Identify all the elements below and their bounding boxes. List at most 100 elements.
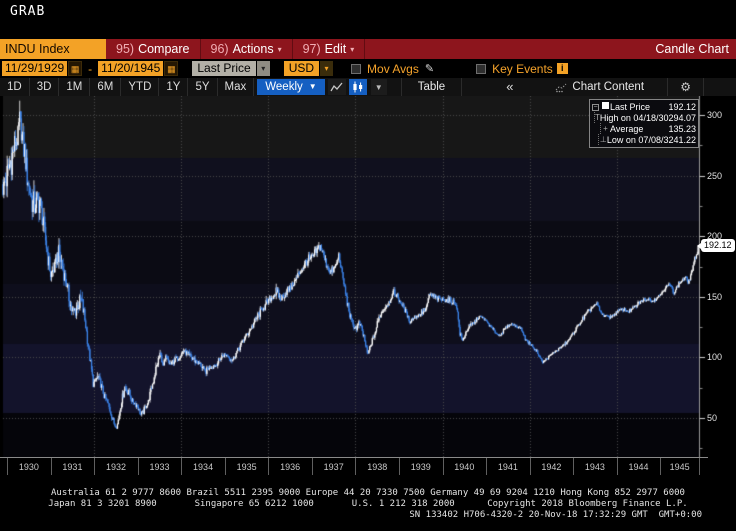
tab-6m[interactable]: 6M bbox=[90, 78, 122, 96]
average-marker-icon: + bbox=[600, 123, 610, 134]
last-price-badge: 192.12 bbox=[697, 239, 735, 253]
legend-row-average: + Average 135.23 bbox=[591, 123, 696, 134]
legend-value: 135.23 bbox=[668, 123, 696, 134]
y-axis-label: 200 bbox=[707, 231, 723, 242]
x-axis-label: 1945 bbox=[669, 462, 690, 472]
filter-row: 11/29/1929 ▦ - 11/20/1945 ▦ Last Price ▾… bbox=[0, 59, 736, 78]
x-axis-tick bbox=[486, 458, 487, 475]
titlebar: INDU Index 95) Compare 96) Actions ▾ 97)… bbox=[0, 39, 736, 59]
candle-chart-canvas[interactable] bbox=[0, 96, 736, 457]
date-from-field[interactable]: 11/29/1929 bbox=[2, 61, 68, 76]
x-axis-label: 1944 bbox=[628, 462, 649, 472]
legend-label: Last Price bbox=[610, 101, 651, 112]
x-axis-tick bbox=[399, 458, 400, 475]
x-axis-tick bbox=[355, 458, 356, 475]
legend-row-high: T High on 04/18/30 294.07 bbox=[591, 112, 696, 123]
y-axis-label: 250 bbox=[707, 170, 723, 181]
low-marker-icon: ⊥ bbox=[598, 134, 607, 145]
frequency-dropdown[interactable]: Weekly ▼ bbox=[257, 79, 325, 95]
x-axis-label: 1937 bbox=[323, 462, 344, 472]
x-axis-label: 1942 bbox=[541, 462, 562, 472]
candle-chart-icon[interactable] bbox=[348, 79, 367, 95]
page-title: Candle Chart bbox=[655, 42, 729, 56]
table-button[interactable]: Table bbox=[400, 78, 463, 96]
currency-select[interactable]: USD bbox=[283, 61, 320, 76]
calendar-icon[interactable]: ▦ bbox=[68, 61, 83, 76]
x-axis-tick bbox=[51, 458, 52, 475]
y-axis-label: 50 bbox=[707, 413, 718, 424]
key-events-label: Key Events bbox=[492, 61, 553, 76]
date-to-field[interactable]: 11/20/1945 bbox=[98, 61, 164, 76]
x-axis-label: 1935 bbox=[236, 462, 257, 472]
mov-avgs-checkbox[interactable] bbox=[351, 63, 362, 74]
x-axis-tick bbox=[94, 458, 95, 475]
y-axis-label: 300 bbox=[707, 110, 723, 120]
tab-3d[interactable]: 3D bbox=[30, 78, 60, 96]
chart-content-button[interactable]: Chart Content bbox=[555, 81, 644, 93]
chevron-down-icon[interactable]: ▾ bbox=[256, 61, 270, 76]
x-axis-tick bbox=[660, 458, 661, 475]
x-axis-tick bbox=[699, 458, 700, 475]
info-icon[interactable]: i bbox=[556, 63, 568, 74]
mov-avgs-label: Mov Avgs bbox=[367, 61, 419, 76]
tab-5y[interactable]: 5Y bbox=[188, 78, 218, 96]
tab-1d[interactable]: 1D bbox=[0, 78, 30, 96]
last-price-marker-icon bbox=[600, 101, 610, 112]
x-axis-tick bbox=[225, 458, 226, 475]
footer-line-1: Australia 61 2 9777 8600 Brazil 5511 239… bbox=[51, 488, 685, 498]
chart-legend[interactable]: − Last Price 192.12 T High on 04/18/30 2… bbox=[589, 99, 699, 148]
pencil-icon[interactable]: ✎ bbox=[424, 63, 435, 75]
actions-label: Actions bbox=[232, 42, 274, 56]
grab-title: GRAB bbox=[10, 4, 46, 19]
tab-max[interactable]: Max bbox=[218, 78, 255, 96]
collapse-panel-icon[interactable]: « bbox=[506, 79, 514, 94]
x-axis-label: 1941 bbox=[497, 462, 518, 472]
gear-icon[interactable]: ⚙ bbox=[667, 78, 704, 96]
x-axis-label: 1936 bbox=[280, 462, 301, 472]
x-axis-tick bbox=[617, 458, 618, 475]
compare-button[interactable]: 95) Compare bbox=[106, 39, 201, 59]
chart-type-dropdown[interactable]: ▼ bbox=[370, 79, 387, 95]
legend-row-low: ⊥ Low on 07/08/32 41.22 bbox=[591, 134, 696, 145]
x-axis-label: 1940 bbox=[454, 462, 475, 472]
compare-label: Compare bbox=[138, 42, 190, 56]
security-field[interactable]: INDU Index bbox=[0, 39, 106, 59]
tab-1y[interactable]: 1Y bbox=[159, 78, 189, 96]
chart-toolbar: 1D 3D 1M 6M YTD 1Y 5Y Max Weekly ▼ ▼ Table « Ch… bbox=[0, 78, 736, 96]
tab-1m[interactable]: 1M bbox=[59, 78, 91, 96]
calendar-icon[interactable]: ▦ bbox=[164, 61, 179, 76]
line-chart-icon[interactable] bbox=[327, 79, 346, 95]
x-axis-tick bbox=[7, 458, 8, 475]
legend-label: Low on 07/08/32 bbox=[606, 134, 674, 145]
x-axis-tick bbox=[312, 458, 313, 475]
date-range-separator: - bbox=[88, 61, 93, 76]
legend-expander-icon[interactable]: − bbox=[592, 104, 599, 111]
tab-ytd[interactable]: YTD bbox=[121, 78, 160, 96]
x-axis-tick bbox=[530, 458, 531, 475]
edit-label: Edit bbox=[324, 42, 347, 56]
x-axis-label: 1938 bbox=[367, 462, 388, 472]
actions-number: 96) bbox=[210, 42, 229, 56]
legend-row-last-price[interactable]: − Last Price 192.12 bbox=[591, 101, 696, 112]
field-select[interactable]: Last Price bbox=[192, 61, 256, 76]
chevron-down-icon[interactable]: ▾ bbox=[320, 61, 334, 76]
y-axis-label: 100 bbox=[707, 352, 723, 363]
chart-content-label: Chart Content bbox=[572, 81, 645, 93]
x-axis-tick bbox=[573, 458, 574, 475]
caret-down-icon: ▾ bbox=[277, 45, 282, 54]
key-events-checkbox[interactable] bbox=[476, 63, 487, 74]
footer: Australia 61 2 9777 8600 Brazil 5511 239… bbox=[0, 488, 736, 521]
edit-button[interactable]: 97) Edit ▾ bbox=[293, 39, 366, 59]
legend-value: 294.07 bbox=[668, 112, 696, 123]
high-marker-icon: T bbox=[594, 112, 600, 123]
x-axis-tick bbox=[443, 458, 444, 475]
x-axis-label: 1933 bbox=[149, 462, 170, 472]
x-axis-label: 1932 bbox=[105, 462, 126, 472]
chart-region: 300 250 200 150 100 50 192.12 − Last Price 19… bbox=[0, 96, 736, 457]
actions-button[interactable]: 96) Actions ▾ bbox=[201, 39, 293, 59]
edit-number: 97) bbox=[302, 42, 321, 56]
footer-line-2: Japan 81 3 3201 8900 Singapore 65 6212 1… bbox=[48, 499, 688, 509]
x-axis-label: 1939 bbox=[410, 462, 431, 472]
period-tabs: 1D 3D 1M 6M YTD 1Y 5Y Max bbox=[0, 78, 255, 96]
x-axis-tick bbox=[138, 458, 139, 475]
